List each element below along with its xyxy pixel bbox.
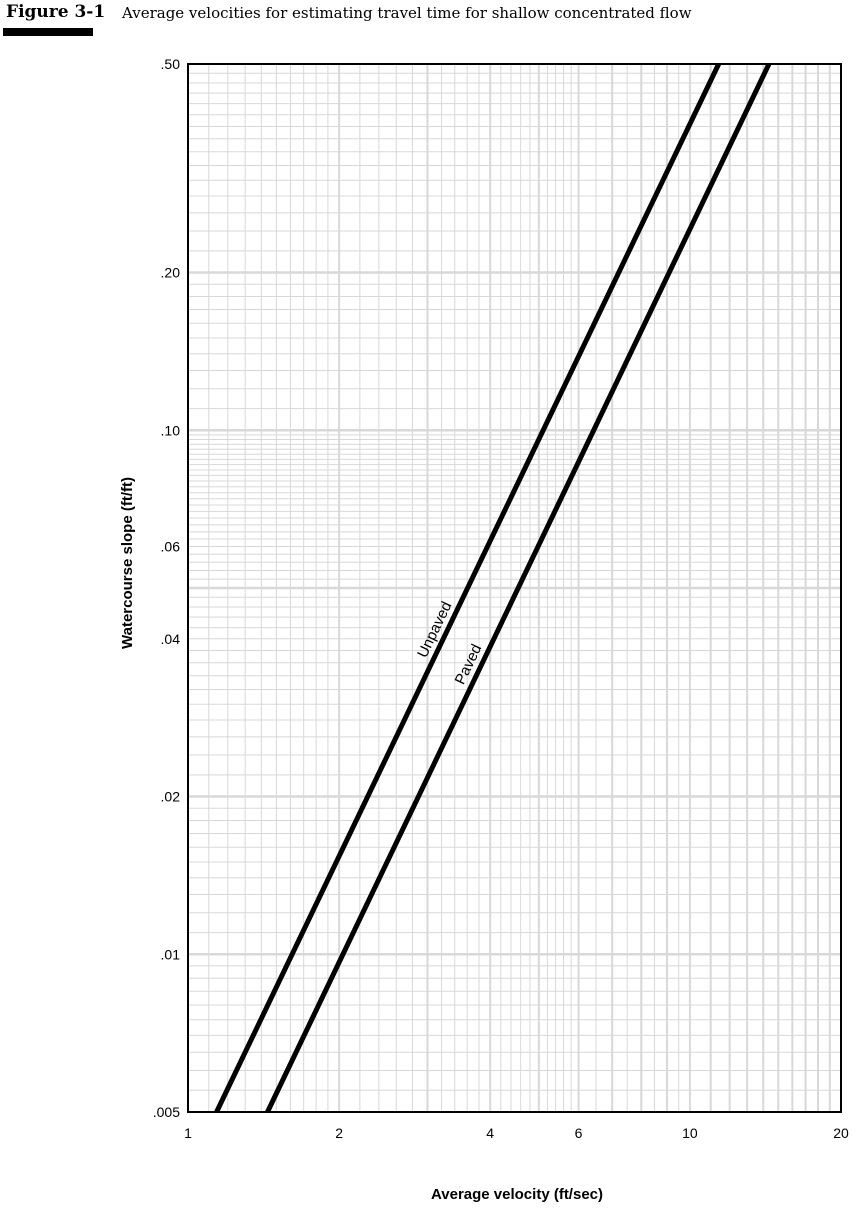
figure-number: Figure 3-1: [6, 2, 106, 22]
y-tick-label: .01: [161, 946, 181, 962]
x-tick-label: 10: [682, 1125, 698, 1141]
x-tick-label: 2: [335, 1125, 343, 1141]
x-tick-label: 4: [486, 1125, 494, 1141]
figure-underline: [3, 28, 93, 36]
y-axis-label: Watercourse slope (ft/ft): [119, 477, 136, 649]
y-tick-label: .06: [161, 539, 181, 555]
y-tick-label: .10: [161, 422, 181, 438]
y-tick-label: .02: [161, 789, 181, 805]
plot-frame: [187, 63, 842, 1113]
figure-caption: Average velocities for estimating travel…: [122, 4, 692, 22]
x-tick-label: 1: [184, 1125, 192, 1141]
series-line-unpaved: [214, 62, 721, 1114]
y-tick-label: .005: [153, 1104, 180, 1120]
grid: [188, 64, 841, 1112]
x-axis-label: Average velocity (ft/sec): [431, 1186, 603, 1203]
x-tick-label: 6: [575, 1125, 583, 1141]
tick-labels: 1 2 4 6 10 20 .50 .20 .10 .06 .04 .02 .01 .005: [153, 56, 849, 1141]
x-tick-label: 20: [833, 1125, 849, 1141]
series-line-paved: [265, 62, 772, 1114]
y-tick-label: .20: [161, 265, 181, 281]
y-tick-label: .04: [161, 631, 181, 647]
y-tick-label: .50: [161, 56, 181, 72]
